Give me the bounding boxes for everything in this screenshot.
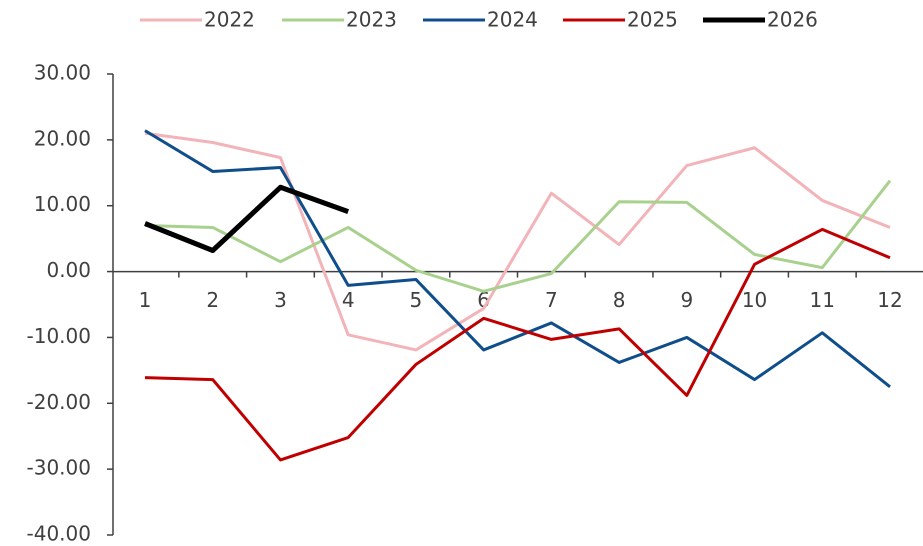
y-tick-label: 0.00	[46, 258, 91, 282]
x-tick-label: 5	[410, 288, 423, 312]
x-tick-label: 6	[477, 288, 490, 312]
x-tick-label: 2	[206, 288, 219, 312]
series-line	[144, 179, 892, 293]
x-tick-label: 1	[139, 288, 152, 312]
series-line	[144, 227, 891, 462]
x-tick-label: 7	[545, 288, 558, 312]
x-tick-label: 10	[742, 288, 767, 312]
x-tick-label: 3	[274, 288, 287, 312]
y-tick-label: 30.00	[34, 61, 91, 85]
legend-label: 2025	[627, 8, 678, 32]
x-tick-label: 9	[680, 288, 693, 312]
x-tick-label: 12	[877, 288, 902, 312]
y-tick-label: -20.00	[27, 390, 91, 414]
series-line	[144, 131, 891, 352]
y-tick-label: -30.00	[27, 456, 91, 480]
y-tick-label: 20.00	[34, 126, 91, 150]
y-tick-label: 10.00	[34, 192, 91, 216]
x-tick-label: 11	[810, 288, 835, 312]
x-tick-label: 8	[613, 288, 626, 312]
legend-label: 2023	[346, 8, 397, 32]
legend-label: 2024	[487, 8, 538, 32]
y-tick-label: -40.00	[27, 522, 91, 546]
legend-label: 2022	[204, 8, 255, 32]
series-line	[144, 184, 350, 253]
series-line	[144, 129, 891, 388]
y-tick-label: -10.00	[27, 324, 91, 348]
x-tick-label: 4	[342, 288, 355, 312]
legend-label: 2026	[767, 8, 818, 32]
